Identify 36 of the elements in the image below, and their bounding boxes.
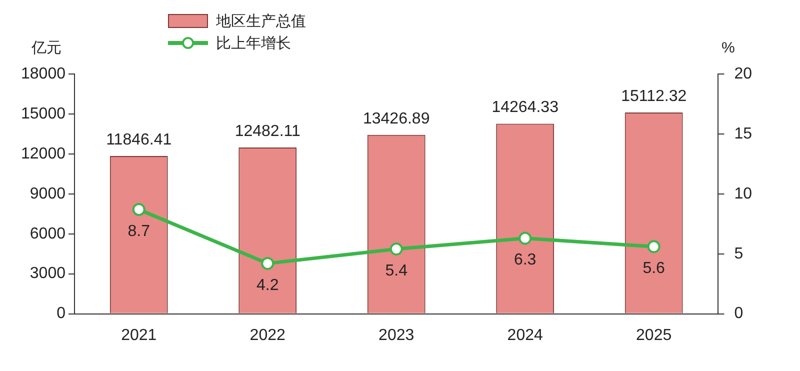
legend-label: 地区生产总值 — [216, 12, 306, 30]
point — [647, 240, 660, 254]
y-tick-label: 9000 — [30, 185, 66, 202]
y2-tick-label: 15 — [734, 125, 752, 142]
y-tick-label: 0 — [56, 305, 66, 322]
data-label: 8.7 — [128, 222, 150, 240]
data-label: 4.2 — [256, 276, 279, 294]
point — [261, 256, 274, 270]
data-label: 11846.41 — [106, 131, 172, 148]
point — [518, 232, 532, 245]
y2-axis-title: % — [722, 40, 735, 57]
data-label: 15112.32 — [621, 88, 687, 105]
point — [132, 202, 146, 216]
x-tick-label: 2022 — [250, 326, 286, 344]
data-label: 6.3 — [514, 252, 536, 269]
x-tick-label: 2024 — [507, 326, 543, 344]
point — [390, 242, 403, 256]
data-label: 5.4 — [385, 262, 408, 280]
x-tick-label: 2021 — [121, 326, 157, 344]
y2-tick-label: 20 — [734, 65, 752, 82]
y-axis-title: 亿元 — [30, 40, 62, 57]
legend-label: 比上年增长 — [216, 34, 291, 52]
data-label: 12482.11 — [234, 122, 300, 140]
y-tick-label: 6000 — [30, 225, 66, 242]
data-label: 5.6 — [642, 260, 666, 278]
y2-tick-label: 0 — [734, 305, 744, 322]
data-label: 13426.89 — [362, 110, 430, 128]
y-tick-label: 3000 — [30, 265, 66, 282]
x-tick-label: 2025 — [636, 326, 672, 344]
y2-tick-label: 5 — [734, 245, 744, 262]
y2-tick-label: 10 — [734, 185, 752, 202]
x-tick-label: 2023 — [378, 326, 414, 344]
y-tick-label: 18000 — [20, 65, 66, 82]
data-label: 14264.33 — [492, 99, 559, 116]
y-tick-label: 12000 — [20, 145, 66, 162]
y-tick-label: 15000 — [20, 105, 66, 122]
